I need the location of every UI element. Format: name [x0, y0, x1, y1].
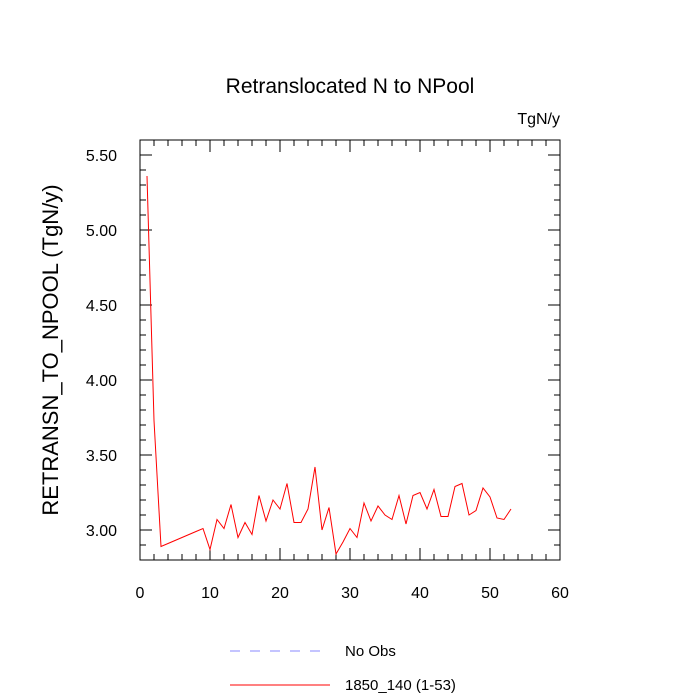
y-axis-ticks — [140, 139, 560, 561]
x-tick-label: 20 — [271, 585, 289, 602]
x-tick-label: 0 — [136, 585, 145, 602]
legend: No Obs 1850_140 (1-53) — [230, 643, 456, 694]
units-label: TgN/y — [517, 111, 560, 128]
x-tick-labels: 0 10 20 30 40 50 60 — [136, 585, 569, 602]
series-lines — [146, 175, 512, 556]
y-tick-label: 4.00 — [86, 373, 117, 390]
y-axis-label: RETRANSN_TO_NPOOL (TgN/y) — [38, 184, 63, 515]
y-tick-labels: 3.00 3.50 4.00 4.50 5.00 5.50 — [86, 148, 117, 540]
y-tick-label: 3.50 — [86, 448, 117, 465]
y-tick-label: 3.00 — [86, 523, 117, 540]
y-tick-label: 5.50 — [86, 148, 117, 165]
x-tick-label: 60 — [551, 585, 569, 602]
legend-label-1850-140: 1850_140 (1-53) — [345, 677, 456, 694]
chart-title: Retranslocated N to NPool — [226, 75, 475, 98]
legend-label-no-obs: No Obs — [345, 643, 396, 660]
x-axis-ticks — [139, 140, 561, 560]
series-line-1 — [146, 175, 512, 556]
x-tick-label: 30 — [341, 585, 359, 602]
x-tick-label: 10 — [201, 585, 219, 602]
y-tick-label: 4.50 — [86, 298, 117, 315]
y-tick-label: 5.00 — [86, 223, 117, 240]
x-tick-label: 40 — [411, 585, 429, 602]
plot-frame — [139, 139, 561, 561]
x-tick-label: 50 — [481, 585, 499, 602]
